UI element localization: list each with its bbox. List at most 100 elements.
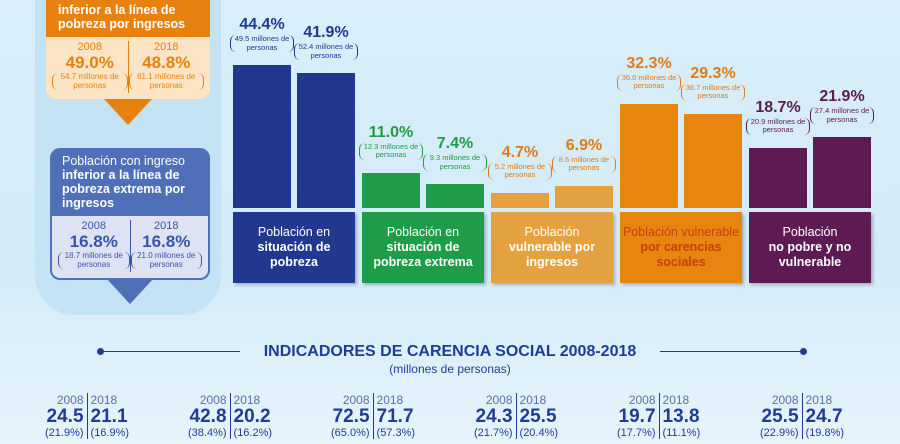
- data-label: 32.3% 36.0 millones de personas: [617, 54, 681, 94]
- people-label: 36.7 millones de personas: [681, 83, 745, 101]
- percent: (16.2%): [233, 427, 273, 439]
- rule-dot: [800, 348, 807, 355]
- category-light: Población vulnerable: [622, 225, 740, 239]
- percent: (17.7%): [617, 427, 656, 439]
- category-bold: no pobre y no vulnerable: [768, 240, 852, 269]
- indicator: 2008 24.3 (21.7%) 2018 25.5 (20.4%): [471, 393, 561, 439]
- value: 24.5: [46, 406, 84, 427]
- bar-group: 44.4% 49.5 millones de personas 41.9% 52.4 …: [230, 0, 358, 290]
- category-label: Población no pobre y no vulnerable: [749, 212, 871, 283]
- pct-label: 21.9%: [819, 88, 865, 106]
- year: 2008: [81, 220, 106, 232]
- people: 54.7 millones de personas: [52, 72, 128, 90]
- category-light: Población: [782, 225, 838, 239]
- category-light: Población en: [257, 225, 331, 239]
- bar: [620, 103, 678, 208]
- category-bold: situación de pobreza extrema: [373, 240, 473, 269]
- people-label: 52.4 millones de personas: [294, 42, 358, 61]
- people: 18.7 millones de personas: [58, 251, 130, 269]
- bar: [491, 192, 549, 208]
- year: 2008: [199, 393, 227, 407]
- data-label: 41.9% 52.4 millones de personas: [294, 23, 358, 63]
- bar: [297, 73, 355, 208]
- bar: [813, 137, 871, 208]
- data-label: 29.3% 36.7 millones de personas: [681, 64, 745, 104]
- indicators-title: INDICADORES DE CARENCIA SOCIAL 2008-2018: [263, 343, 637, 360]
- value: 19.7: [618, 406, 656, 427]
- pct: 48.8%: [142, 53, 191, 72]
- pct-label: 29.3%: [690, 64, 736, 82]
- people-label: 36.0 millones de personas: [617, 73, 681, 91]
- pct-label: 18.7%: [755, 98, 801, 116]
- percent: (19.8%): [805, 427, 845, 439]
- year: 2008: [342, 393, 370, 407]
- percent: (11.1%): [662, 427, 701, 439]
- value: 25.5: [519, 406, 557, 427]
- pct-label: 11.0%: [368, 123, 414, 141]
- indicator: 2008 24.5 (21.9%) 2018 21.1 (16.9%): [42, 393, 132, 439]
- income-poverty-card: inferior a la línea de pobreza por ingre…: [46, 0, 210, 125]
- value: 20.2: [233, 406, 271, 427]
- bar: [233, 65, 291, 208]
- percent: (38.4%): [188, 427, 227, 439]
- value: 72.5: [332, 406, 370, 427]
- value: 24.7: [805, 406, 843, 427]
- pct: 16.8%: [69, 232, 118, 251]
- percent: (16.9%): [90, 427, 130, 439]
- data-label: 18.7% 20.9 millones de personas: [746, 98, 810, 138]
- value: 24.3: [475, 406, 513, 427]
- people: 61.1 millones de personas: [128, 72, 204, 90]
- bar: [362, 172, 420, 208]
- indicator: 2008 25.5 (22.9%) 2018 24.7 (19.8%): [757, 393, 847, 439]
- people-label: 9.3 millones de personas: [423, 153, 487, 172]
- data-label: 6.9% 8.6 millones de personas: [552, 136, 616, 176]
- people-label: 5.2 millones de personas: [488, 162, 552, 180]
- category-label: Población vulnerable por ingresos: [491, 212, 613, 283]
- category-light: Población en: [386, 225, 460, 239]
- percent: (65.0%): [331, 427, 370, 439]
- year: 2008: [77, 41, 102, 53]
- value: 25.5: [761, 406, 799, 427]
- pct: 16.8%: [142, 232, 191, 251]
- bar: [555, 185, 613, 208]
- percent: (21.7%): [474, 427, 513, 439]
- value: 13.8: [662, 406, 700, 427]
- callout-pointer: [104, 98, 152, 125]
- data-label: 7.4% 9.3 millones de personas: [423, 134, 487, 174]
- year: 2018: [376, 393, 404, 407]
- pct-label: 6.9%: [565, 136, 603, 154]
- year: 2008: [628, 393, 656, 407]
- pct-label: 4.7%: [501, 143, 539, 161]
- card-title-bold: inferior a la línea de pobreza extrema p…: [62, 168, 185, 210]
- bar-group: 4.7% 5.2 millones de personas 6.9% 8.6 mill…: [488, 0, 616, 290]
- card-title-light: Población con ingreso: [62, 154, 185, 168]
- percent: (57.3%): [376, 427, 416, 439]
- indicator: 2008 72.5 (65.0%) 2018 71.7 (57.3%): [328, 393, 418, 439]
- people-label: 49.5 millones de personas: [230, 34, 294, 53]
- people-label: 27.4 millones de personas: [810, 107, 874, 125]
- people-label: 12.3 millones de personas: [359, 142, 423, 160]
- category-light: Población: [524, 225, 580, 239]
- year: 2008: [771, 393, 799, 407]
- year: 2018: [154, 220, 179, 232]
- extreme-income-poverty-card: Población con ingreso inferior a la línea…: [50, 148, 210, 304]
- year: 2018: [154, 41, 179, 53]
- bar-group: 11.0% 12.3 millones de personas 7.4% 9.3 mi…: [359, 0, 487, 290]
- data-label: 21.9% 27.4 millones de personas: [810, 87, 874, 127]
- percent: (21.9%): [45, 427, 84, 439]
- year: 2008: [56, 393, 84, 407]
- percent: (22.9%): [760, 427, 799, 439]
- category-label: Población en situación de pobreza extrema: [362, 212, 484, 283]
- category-bold: vulnerable por ingresos: [508, 240, 596, 269]
- bar: [426, 184, 484, 208]
- category-bold: situación de pobreza: [257, 240, 331, 269]
- percent: (20.4%): [519, 427, 559, 439]
- data-label: 11.0% 12.3 millones de personas: [359, 123, 423, 163]
- category-label: Población en situación de pobreza: [233, 212, 355, 283]
- income-poverty-title: inferior a la línea de pobreza por ingre…: [46, 0, 210, 37]
- year: 2018: [519, 393, 547, 407]
- value: 42.8: [189, 406, 227, 427]
- people: 21.0 millones de personas: [130, 251, 202, 269]
- category-bold: por carencias sociales: [640, 240, 722, 269]
- indicator: 2008 19.7 (17.7%) 2018 13.8 (11.1%): [614, 393, 703, 439]
